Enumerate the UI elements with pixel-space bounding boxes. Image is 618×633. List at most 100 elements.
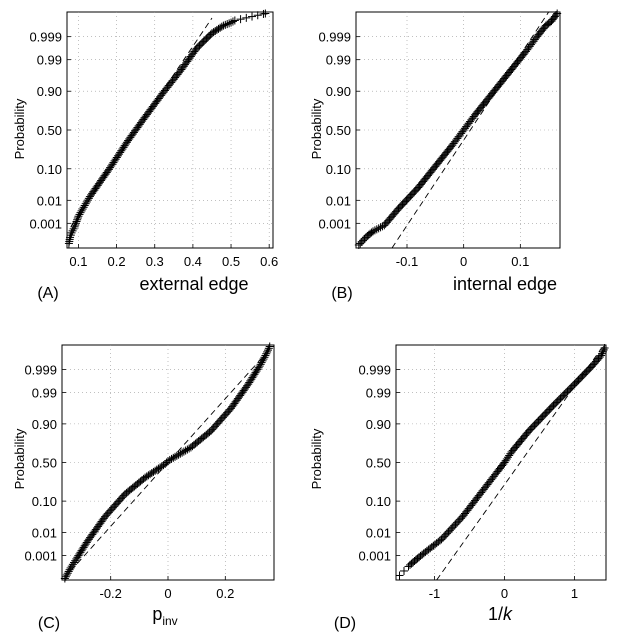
panel-c-data-point bbox=[144, 471, 153, 480]
panel-b-data-point bbox=[376, 223, 385, 232]
panel-c-yticks: 0.001 0.01 0.10 0.50 0.90 0.99 0.999 bbox=[24, 363, 66, 563]
panel-c-data-point bbox=[81, 540, 90, 549]
panel-c-data-point bbox=[172, 451, 181, 460]
panel-a-ytick-label: 0.999 bbox=[29, 30, 62, 45]
panel-b-xticks: -0.1 0 0.1 bbox=[396, 244, 529, 269]
panel-d-data-point bbox=[400, 566, 408, 575]
panel-c-data-point bbox=[256, 360, 265, 369]
panel-a-xtick-label: 0.4 bbox=[184, 254, 202, 269]
panel-a-data-point bbox=[108, 160, 117, 169]
panel-c-ytick-label: 0.99 bbox=[32, 385, 57, 400]
panel-c-data-point bbox=[171, 452, 180, 461]
panel-b-ytick-label: 0.50 bbox=[326, 123, 351, 138]
panel-d-data-point bbox=[597, 349, 606, 358]
panel-c-data-point bbox=[260, 353, 269, 362]
panel-b-xtick-label: 0 bbox=[460, 254, 467, 269]
panel-a-data-point bbox=[261, 9, 270, 18]
panel-b-data-point bbox=[374, 224, 383, 233]
panel-b-xtick-label: 0.1 bbox=[511, 254, 529, 269]
panel-c-data-point bbox=[179, 447, 188, 456]
panel-c-data-point bbox=[156, 463, 165, 472]
panel-c-data-point bbox=[167, 454, 176, 463]
panel-a-ytick-label: 0.001 bbox=[29, 216, 62, 231]
panel-c-data-point bbox=[261, 351, 270, 360]
panel-a-xtick-label: 0.6 bbox=[260, 254, 278, 269]
panel-b-ytick-label: 0.01 bbox=[326, 193, 351, 208]
panel-a-xtick-label: 0.3 bbox=[146, 254, 164, 269]
panel-a-data-point bbox=[223, 20, 232, 29]
panel-b-data-point bbox=[552, 11, 561, 20]
panel-d-letter: (D) bbox=[334, 615, 356, 632]
panel-c-data-point bbox=[251, 368, 260, 377]
panel-a-data-point bbox=[78, 205, 87, 214]
panel-d-ytick-label: 0.90 bbox=[366, 417, 391, 432]
panel-c-ytick-label: 0.01 bbox=[32, 526, 57, 541]
panel-c-data-point bbox=[254, 363, 263, 372]
panel-a-data-point bbox=[113, 151, 122, 160]
panel-c-data-point bbox=[164, 456, 172, 465]
panel-a-ytick-label: 0.01 bbox=[37, 193, 62, 208]
panel-c-xticks: -0.2 0 0.2 bbox=[99, 576, 234, 601]
panel-b-ytick-label: 0.99 bbox=[326, 53, 351, 68]
panel-c-data-point bbox=[60, 574, 69, 583]
panel-c-data-point bbox=[78, 545, 87, 554]
panel-b-data bbox=[354, 9, 562, 249]
panel-a-data-point bbox=[73, 213, 82, 222]
panel-a-data-point bbox=[80, 201, 89, 210]
panel-c-xtick-label: -0.2 bbox=[99, 586, 121, 601]
panel-b-data-point bbox=[369, 227, 377, 236]
panel-c-data-point bbox=[263, 346, 272, 355]
panel-c-xlabel: pinv bbox=[152, 604, 177, 628]
panel-b-data-point bbox=[370, 226, 379, 235]
panel-a-data-point bbox=[225, 19, 234, 28]
panel-a-data-point bbox=[71, 219, 80, 228]
panel-c-data-point bbox=[147, 469, 156, 478]
panel-c-data-point bbox=[146, 470, 155, 479]
panel-a-data-point bbox=[75, 210, 84, 219]
panel-a-data-point bbox=[112, 153, 121, 162]
panel-a-data-point bbox=[230, 16, 239, 25]
panel-d-ylabel: Probability bbox=[309, 428, 324, 489]
panel-c-xlabel-subscript: inv bbox=[162, 614, 177, 628]
panel-d-data-point bbox=[599, 345, 608, 354]
panel-c-data-point bbox=[65, 565, 74, 574]
panel-d-xtick-label: 1 bbox=[571, 586, 578, 601]
panel-a-data-point bbox=[79, 203, 88, 212]
panel-d-xtick-label: 0 bbox=[501, 586, 508, 601]
panel-c-data-point bbox=[246, 376, 255, 385]
panel-a-plot-area bbox=[66, 11, 274, 249]
panel-a: Probability 0.001 0.01 0.10 0.50 0.90 0.99 0.9… bbox=[12, 9, 278, 302]
panel-a-grid bbox=[67, 12, 273, 248]
panel-d-data bbox=[395, 344, 609, 580]
panel-c-data-point bbox=[259, 355, 268, 364]
panel-c-data-point bbox=[76, 548, 85, 557]
panel-c-data-point bbox=[74, 551, 83, 560]
panel-d-xlabel-italic: k bbox=[503, 604, 513, 624]
panel-c-xtick-label: 0 bbox=[164, 586, 171, 601]
panel-a-data-point bbox=[83, 196, 92, 205]
panel-c-data-point bbox=[79, 543, 88, 552]
panel-a-ytick-label: 0.99 bbox=[37, 53, 62, 68]
panel-d-data-point bbox=[597, 351, 606, 360]
panel-c-data-point bbox=[62, 570, 71, 579]
panel-a-data-point bbox=[209, 28, 218, 37]
panel-c-data-point bbox=[249, 371, 258, 380]
panel-c-data-point bbox=[244, 380, 253, 389]
panel-b-letter: (B) bbox=[331, 285, 352, 302]
panel-b-reference-line bbox=[391, 11, 550, 249]
panel-c-data-point bbox=[183, 445, 192, 454]
panel-a-data-point bbox=[253, 11, 262, 20]
panel-a-xtick-label: 0.2 bbox=[108, 254, 126, 269]
panel-a-data bbox=[64, 9, 270, 248]
panel-a-data-point bbox=[211, 27, 220, 36]
panel-c-data-point bbox=[245, 378, 254, 387]
panel-c-ytick-label: 0.10 bbox=[32, 494, 57, 509]
panel-c-ytick-label: 0.90 bbox=[32, 417, 57, 432]
panel-d-ytick-label: 0.001 bbox=[358, 548, 391, 563]
panel-a-data-point bbox=[119, 143, 128, 152]
panel-c-data-point bbox=[258, 356, 267, 365]
panel-a-data-point bbox=[69, 224, 78, 233]
panel-c-data-point bbox=[248, 373, 257, 382]
panel-b-yticks: 0.001 0.01 0.10 0.50 0.90 0.99 0.999 bbox=[318, 30, 360, 231]
